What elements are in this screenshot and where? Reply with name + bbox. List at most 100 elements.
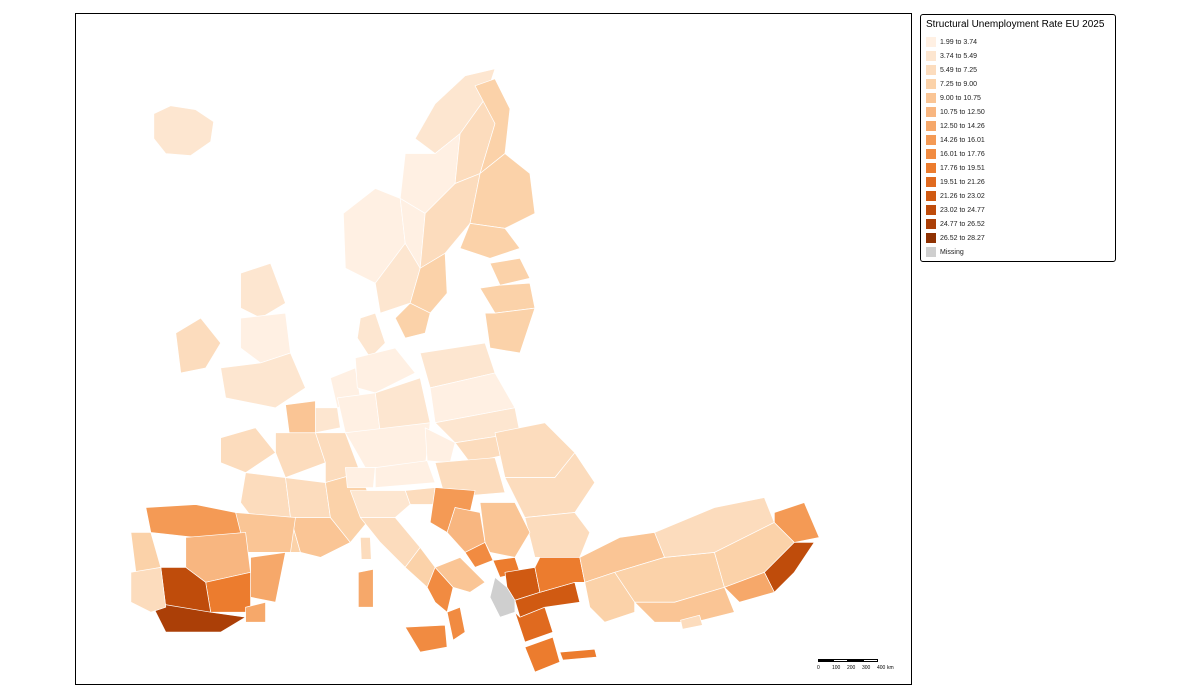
region-sicily[interactable] [404,624,448,653]
region-france-south[interactable] [290,517,351,558]
legend-class-12: 21.26 to 23.02 [926,189,1110,203]
region-turkey-south-central[interactable] [724,571,775,603]
region-lithuania[interactable] [484,307,536,354]
region-germany-north[interactable] [354,347,416,394]
legend-swatch [926,93,936,103]
legend-class-5: 9.00 to 10.75 [926,91,1110,105]
region-germany-west[interactable] [337,392,381,434]
region-austria[interactable] [374,460,436,488]
scale-bar: 0 100 200 300 400 km [817,659,898,675]
legend-swatch [926,51,936,61]
legend-title: Structural Unemployment Rate EU 2025 [926,19,1105,30]
legend-class-7: 12.50 to 14.26 [926,119,1110,133]
region-turkey-south[interactable] [634,586,735,623]
region-greece-central[interactable] [514,606,554,643]
scale-bar-label: 100 [832,665,841,671]
region-peloponnese[interactable] [524,636,561,673]
legend-swatch [926,135,936,145]
region-turkey-far-east[interactable] [773,502,820,543]
legend-missing: Missing [926,245,1110,259]
legend-class-6: 10.75 to 12.50 [926,105,1110,119]
region-murcia[interactable] [245,601,266,623]
legend-class-10: 17.76 to 19.51 [926,161,1110,175]
legend-class-8: 14.26 to 16.01 [926,133,1110,147]
region-sweden-south[interactable] [394,302,431,339]
legend-swatch [926,37,936,47]
region-ireland[interactable] [175,317,222,374]
region-slovenia[interactable] [404,487,436,505]
legend-class-3: 5.49 to 7.25 [926,63,1110,77]
scale-bar-label: 300 [862,665,871,671]
region-denmark[interactable] [356,312,386,359]
scale-bar-segment [818,659,833,662]
legend-swatch [926,247,936,257]
region-england-south[interactable] [220,352,306,409]
legend-swatch [926,191,936,201]
legend-swatch [926,219,936,229]
region-iceland[interactable] [153,105,215,156]
region-andalusia[interactable] [150,601,246,633]
region-calabria[interactable] [446,606,466,641]
legend-label: 9.00 to 10.75 [940,94,981,102]
legend-swatch [926,163,936,173]
region-italy-puglia[interactable] [434,557,486,593]
legend-label: 10.75 to 12.50 [940,108,985,116]
legend-label: 1.99 to 3.74 [940,38,977,46]
region-italy-north[interactable] [349,490,411,518]
scale-bar-segment [863,659,878,662]
legend: Structural Unemployment Rate EU 2025 1.9… [920,14,1116,262]
scale-bar-label: 0 [817,665,820,671]
legend-label: 23.02 to 24.77 [940,206,985,214]
region-scotland[interactable] [240,262,286,319]
legend-label: Missing [940,248,964,256]
region-portugal-south[interactable] [130,566,167,613]
region-portugal-north[interactable] [130,532,162,573]
region-spain-north[interactable] [145,504,246,538]
region-estonia[interactable] [489,257,531,286]
region-latvia[interactable] [479,282,536,314]
region-hungary[interactable] [434,457,506,498]
legend-label: 17.76 to 19.51 [940,164,985,172]
region-switzerland[interactable] [345,467,376,488]
scale-bar-segment [848,659,863,662]
legend-swatch [926,205,936,215]
legend-rows: 1.99 to 3.74 3.74 to 5.49 5.49 to 7.25 7.25… [926,35,1110,259]
region-corsica[interactable] [359,537,372,560]
scale-bar-segment [833,659,848,662]
region-france-nw[interactable] [220,427,276,473]
scale-bar-label: 200 [847,665,856,671]
legend-class-13: 23.02 to 24.77 [926,203,1110,217]
region-spain-valencia[interactable] [250,552,286,603]
region-finland-south[interactable] [459,223,521,259]
region-france-paris[interactable] [275,432,326,478]
choropleth-map[interactable] [76,14,911,684]
legend-class-11: 19.51 to 21.26 [926,175,1110,189]
legend-class-2: 3.74 to 5.49 [926,49,1110,63]
legend-label: 14.26 to 16.01 [940,136,985,144]
legend-swatch [926,121,936,131]
scale-bar-label: km [887,665,894,671]
legend-class-15: 26.52 to 28.27 [926,231,1110,245]
region-france-center[interactable] [285,477,331,518]
legend-label: 19.51 to 21.26 [940,178,985,186]
legend-swatch [926,177,936,187]
legend-label: 3.74 to 5.49 [940,52,977,60]
region-bulgaria[interactable] [524,512,591,558]
legend-label: 5.49 to 7.25 [940,66,977,74]
legend-label: 24.77 to 26.52 [940,220,985,228]
map-frame [75,13,912,685]
legend-class-1: 1.99 to 3.74 [926,35,1110,49]
region-italy-campania[interactable] [426,566,454,613]
region-crete[interactable] [559,648,598,661]
region-bosnia[interactable] [446,507,486,553]
legend-swatch [926,233,936,243]
legend-swatch [926,107,936,117]
region-sardinia[interactable] [357,568,374,608]
legend-label: 16.01 to 17.76 [940,150,985,158]
region-cyprus[interactable] [680,614,703,630]
legend-swatch [926,79,936,89]
region-sweden-east[interactable] [409,252,448,314]
legend-class-14: 24.77 to 26.52 [926,217,1110,231]
legend-label: 21.26 to 23.02 [940,192,985,200]
legend-class-9: 16.01 to 17.76 [926,147,1110,161]
